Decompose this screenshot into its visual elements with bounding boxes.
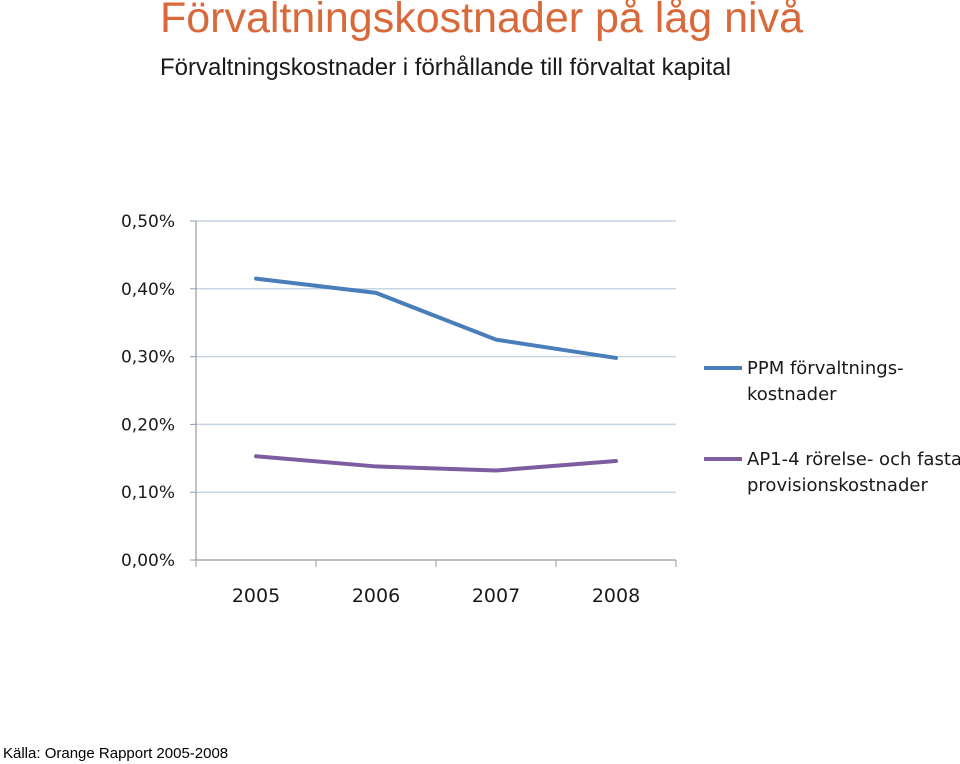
x-tick-label: 2005 [232,585,280,607]
axes [190,220,677,567]
page-title: Förvaltningskostnader på låg nivå [160,0,803,42]
series-line [254,454,618,473]
legend-label: provisionskostnader [747,475,928,496]
y-tick-label: 0,50% [121,212,175,232]
series-line [254,276,618,360]
chart-subtitle: Förvaltningskostnader i förhållande till… [160,54,731,81]
legend-label: PPM förvaltnings- [747,358,904,379]
y-tick-label: 0,00% [121,551,175,571]
y-tick-labels: 0,00% 0,10% 0,20% 0,30% 0,40% 0,50% [121,212,175,571]
y-tick-label: 0,10% [121,483,175,503]
y-tick-label: 0,20% [121,415,175,435]
legend-label: kostnader [747,384,837,405]
legend-label: AP1-4 rörelse- och fasta [747,449,960,470]
x-tick-labels: 2005 2006 2007 2008 [232,585,640,607]
x-tick-label: 2006 [352,585,400,607]
source-note: Källa: Orange Rapport 2005-2008 [3,745,229,762]
legend: PPM förvaltnings-kostnader AP1-4 rörelse-… [704,358,960,496]
y-tick-label: 0,40% [121,280,175,300]
y-tick-label: 0,30% [121,348,175,368]
series-lines [254,276,618,473]
x-tick-label: 2008 [592,585,640,607]
x-tick-label: 2007 [472,585,520,607]
